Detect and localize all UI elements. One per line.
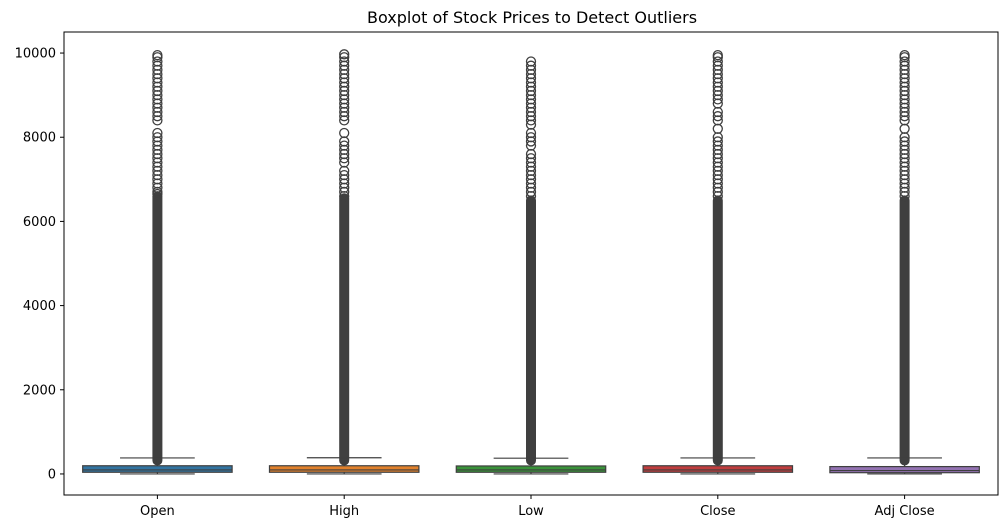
box — [642, 465, 794, 473]
box — [455, 465, 607, 473]
outlier-point — [525, 60, 537, 71]
outlier-point — [712, 111, 723, 122]
y-tick-label: 0 — [48, 467, 56, 482]
y-tick-label: 10000 — [15, 47, 56, 62]
outlier-point — [152, 132, 163, 143]
outlier-point — [152, 56, 163, 67]
box-group-low — [455, 56, 607, 475]
outlier-point — [339, 169, 350, 181]
chart-title: Boxplot of Stock Prices to Detect Outlie… — [367, 8, 697, 27]
plot-area — [82, 49, 980, 475]
outlier-point — [899, 136, 910, 147]
y-tick-label: 6000 — [23, 215, 56, 230]
box — [829, 465, 980, 474]
box-group-open — [82, 50, 233, 475]
outlier-point — [899, 123, 910, 134]
box-group-close — [642, 50, 794, 475]
x-tick-label: Open — [140, 504, 175, 519]
x-tick-label: Adj Close — [875, 504, 935, 519]
outlier-point — [339, 127, 350, 139]
dense-outlier-column — [339, 193, 350, 466]
dense-outlier-column — [526, 195, 536, 466]
y-tick-label: 2000 — [23, 383, 56, 398]
outlier-point — [152, 127, 163, 139]
outlier-point — [712, 50, 723, 61]
outlier-point — [712, 136, 723, 147]
dense-outlier-column — [152, 191, 163, 466]
outlier-point — [525, 132, 537, 143]
y-tick-label: 8000 — [23, 131, 56, 146]
x-tick-label: High — [329, 504, 359, 519]
x-tick-label: Low — [518, 504, 544, 519]
outlier-point — [339, 140, 350, 151]
x-tick-label: Close — [700, 504, 735, 519]
outlier-point — [339, 56, 350, 67]
box-group-high — [268, 49, 420, 475]
outlier-point — [899, 50, 910, 61]
outlier-point — [339, 49, 350, 60]
outlier-point — [525, 56, 537, 67]
box — [82, 465, 233, 473]
box — [268, 465, 420, 473]
box-group-adj-close — [829, 50, 980, 475]
outlier-point — [712, 56, 723, 67]
outlier-point — [152, 50, 163, 61]
outlier-point — [712, 123, 723, 134]
outlier-point — [525, 153, 537, 164]
outlier-point — [339, 52, 350, 63]
y-tick-label: 4000 — [23, 299, 56, 314]
outlier-point — [899, 56, 910, 67]
dense-outlier-column — [712, 195, 723, 466]
axes: 0 2000 4000 6000 8000 10000 Open High Low Close Ad… — [15, 31, 999, 519]
dense-outlier-column — [899, 195, 910, 466]
